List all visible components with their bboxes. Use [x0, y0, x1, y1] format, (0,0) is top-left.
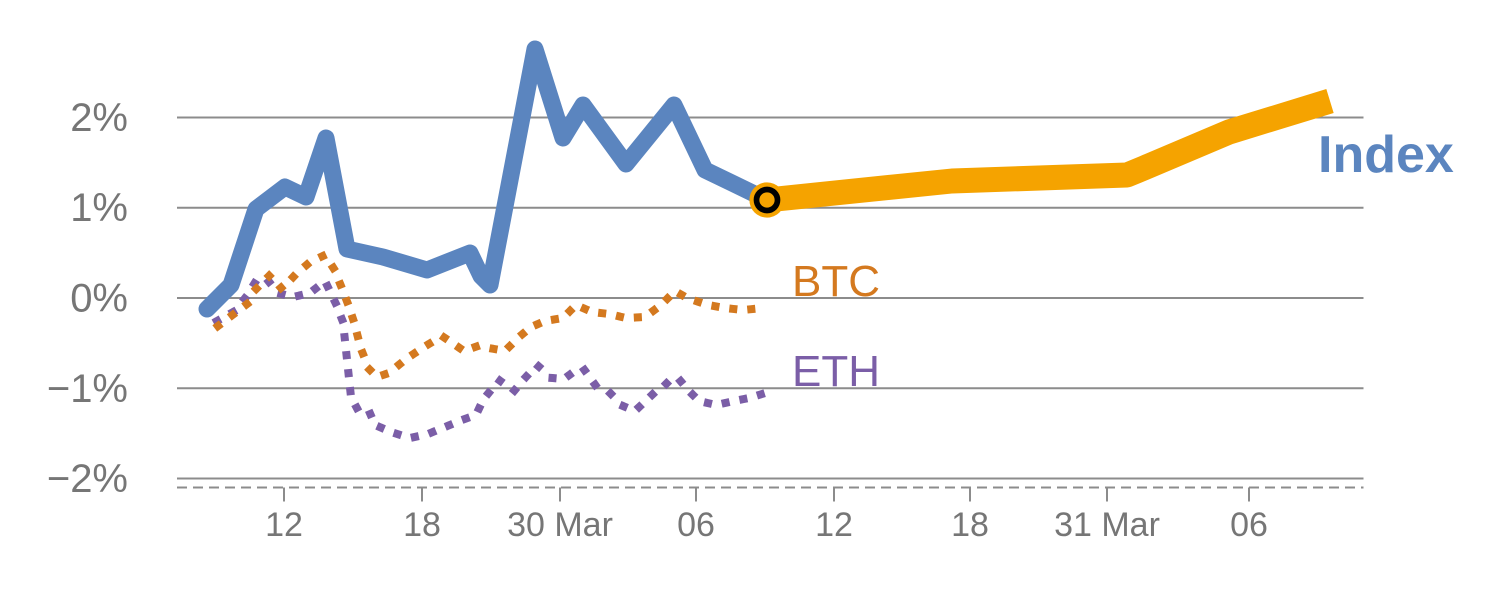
svg-text:2%: 2% [70, 96, 128, 140]
svg-text:18: 18 [951, 506, 989, 544]
svg-text:18: 18 [403, 506, 441, 544]
svg-text:−1%: −1% [47, 367, 128, 411]
svg-text:30 Mar: 30 Mar [507, 506, 613, 544]
svg-text:31 Mar: 31 Mar [1054, 506, 1160, 544]
svg-text:1%: 1% [70, 186, 128, 230]
svg-text:Index: Index [1318, 126, 1454, 184]
svg-text:06: 06 [1230, 506, 1268, 544]
svg-text:BTC: BTC [792, 257, 880, 306]
svg-text:06: 06 [677, 506, 715, 544]
svg-text:ETH: ETH [792, 347, 880, 396]
svg-text:0%: 0% [70, 277, 128, 321]
svg-text:−2%: −2% [47, 457, 128, 501]
svg-text:12: 12 [265, 506, 303, 544]
svg-text:12: 12 [815, 506, 853, 544]
